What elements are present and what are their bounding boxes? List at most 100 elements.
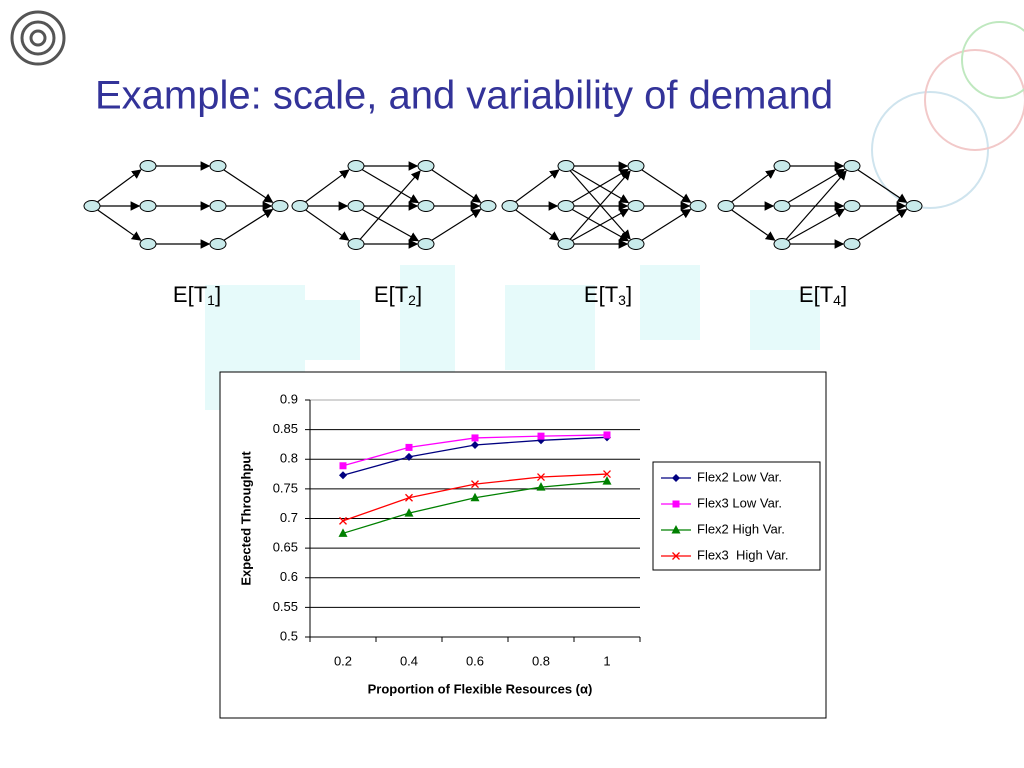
data-point [537,432,545,440]
y-tick-label: 0.55 [273,599,298,614]
network-node [557,238,575,250]
network-node [479,200,497,212]
label-prefix: E[T [799,282,833,307]
label-prefix: E[T [374,282,408,307]
network-edge [635,165,692,203]
network-node [209,200,227,212]
network-edge [299,169,350,207]
data-point [404,508,414,517]
data-point [603,470,611,479]
network-edge [91,205,142,241]
logo [10,10,66,66]
network-node [347,160,365,172]
data-point [603,431,611,439]
network-node [417,200,435,212]
network-node [843,238,861,250]
label-suffix: ] [626,282,632,307]
legend-box [652,461,821,571]
network-edge [355,165,420,204]
label-suffix: ] [841,282,847,307]
network-edge [725,205,776,241]
slide-title: Example: scale, and variability of deman… [95,74,833,118]
network-node [417,238,435,250]
legend-marker [672,500,680,508]
y-tick-label: 0.6 [280,569,298,584]
y-tick-label: 0.65 [273,540,298,555]
data-point [405,452,413,461]
network-node [557,160,575,172]
label-subscript: 4 [833,292,841,308]
network-edge [425,165,482,203]
x-axis-title: Proportion of Flexible Resources (α) [368,681,593,696]
network-node [627,160,645,172]
network-node [717,200,735,212]
network-edge [425,209,482,245]
data-point [470,492,480,502]
label-prefix: E[T [173,282,207,307]
data-point [339,516,347,525]
x-tick-label: 0.2 [334,653,352,668]
data-point [405,443,413,451]
y-tick-label: 0.85 [273,421,298,436]
network-edge [851,209,908,245]
network-edge [565,165,630,204]
network-diagrams: E[T1] E[T2] E[T3] E[T4] [83,160,923,308]
data-point [471,441,479,450]
network-node [843,200,861,212]
label-suffix: ] [416,282,422,307]
network-edge [851,165,908,203]
legend-label: Flex2 High Var. [697,521,785,536]
network-node [773,160,791,172]
label-suffix: ] [215,282,221,307]
legend-marker [672,552,680,560]
network-edge [299,205,350,241]
network-edge [565,208,630,245]
y-tick-label: 0.75 [273,480,298,495]
network-edge [781,208,846,245]
network-edge [565,170,631,245]
network-edge [781,168,846,207]
network-node [83,200,101,212]
label-subscript: 3 [618,292,626,308]
network-node [501,200,519,212]
x-tick-label: 0.8 [532,653,550,668]
network-edge [355,170,421,245]
network-node [557,200,575,212]
network-node [773,200,791,212]
network-edge [565,165,631,240]
data-point [405,493,413,502]
network-node [139,238,157,250]
legend-label: Flex2 Low Var. [697,469,782,484]
network-node [689,200,707,212]
y-axis-title: Expected Throughput [238,451,253,586]
data-point [537,473,545,481]
network-edge [217,209,274,245]
network-edge [217,165,274,203]
network-node [271,200,289,212]
network-node [627,200,645,212]
diagram-label: E[T2] [374,282,422,308]
chart: 0.5 0.55 0.6 0.65 0.7 0.75 0.8 0.85 0.9 0.2 0.4 0.6… [238,391,821,696]
diagram-label: E[T3] [584,282,632,308]
network-node [209,238,227,250]
x-tick-label: 0.6 [466,653,484,668]
corner-decoration [871,21,1024,209]
network-edge [725,169,776,207]
legend-label: Flex3 High Var. [697,547,789,562]
label-subscript: 1 [207,292,215,308]
network-edge [781,170,847,245]
y-tick-label: 0.7 [280,510,298,525]
data-point [339,471,347,480]
y-tick-label: 0.5 [280,628,298,643]
data-point [471,480,479,489]
x-tick-label: 1 [603,653,610,668]
network-node [843,160,861,172]
network-node [627,238,645,250]
network-node [139,200,157,212]
data-point [471,434,479,442]
x-tick-label: 0.4 [400,653,418,668]
label-subscript: 2 [408,292,416,308]
data-point [536,482,546,491]
legend-marker [672,474,680,482]
